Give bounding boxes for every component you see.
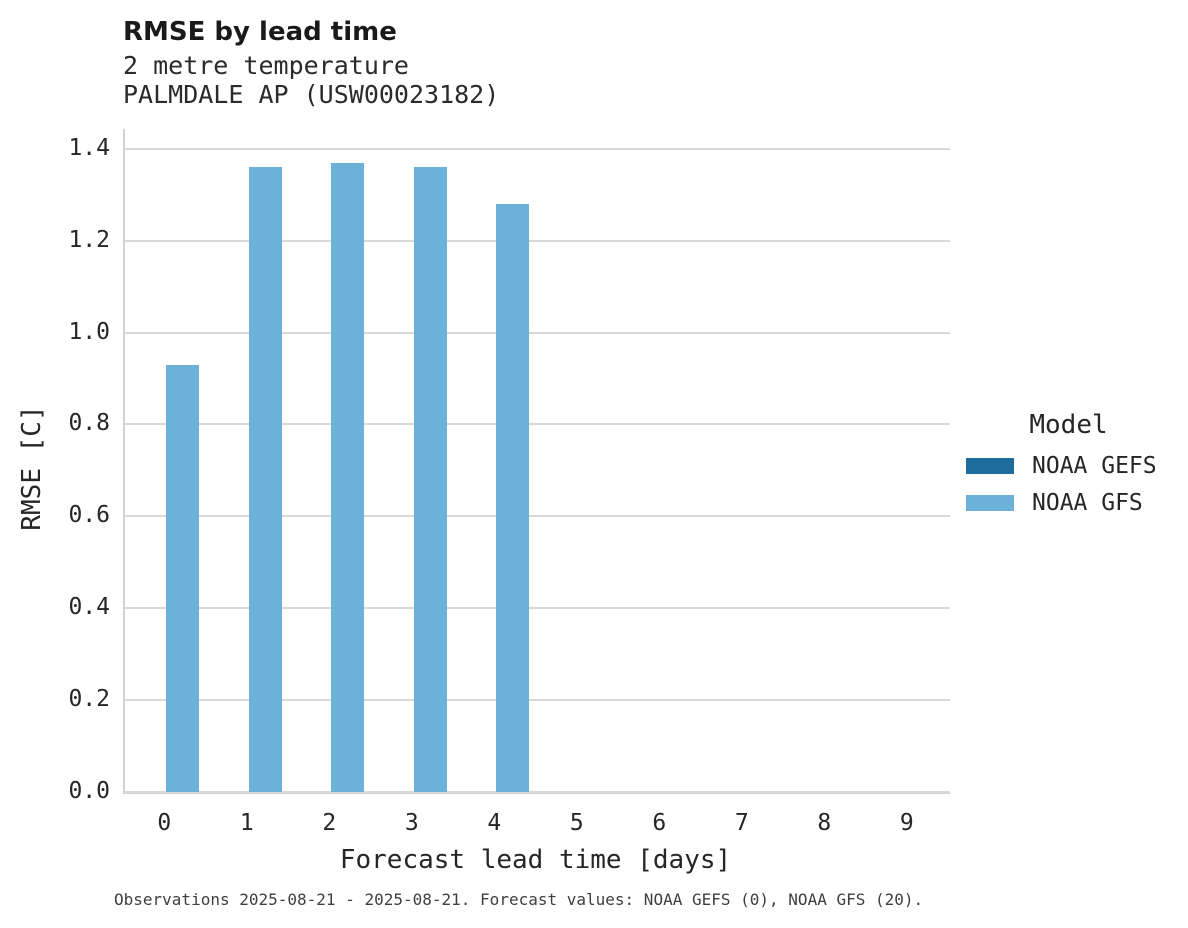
y-tick-label-0.2: 0.2	[68, 686, 110, 713]
x-tick-label-3: 3	[404, 810, 419, 836]
x-tick-label-2: 2	[322, 810, 337, 836]
y-tick-label-0.6: 0.6	[68, 502, 110, 529]
x-tick-label-1: 1	[239, 810, 254, 836]
x-tick-label-5: 5	[569, 810, 584, 836]
gridline-y-1.4	[125, 147, 950, 150]
gridline-y-0.8	[125, 423, 950, 426]
y-tick-label-0.4: 0.4	[68, 594, 110, 621]
y-tick-label-0.0: 0.0	[68, 778, 110, 804]
gridline-y-0.4	[125, 607, 950, 610]
y-tick-label-0.8: 0.8	[68, 410, 110, 437]
bar-noaa-gfs-lead-1	[248, 167, 282, 792]
gridline-y-0.6	[125, 515, 950, 518]
bar-noaa-gfs-lead-0	[166, 364, 200, 792]
gridline-y-0.2	[125, 699, 950, 702]
legend-entry-noaa-gefs: NOAA GEFS	[956, 453, 1181, 479]
legend-label-noaa-gefs: NOAA GEFS	[1032, 453, 1157, 479]
gridline-y-0.0	[125, 791, 950, 793]
footer-caption: Observations 2025-08-21 - 2025-08-21. Fo…	[114, 890, 924, 909]
x-tick-label-0: 0	[157, 810, 172, 836]
plot-area	[123, 129, 950, 794]
gridline-y-1.0	[125, 331, 950, 334]
x-tick-label-7: 7	[734, 810, 749, 836]
y-tick-label-1.0: 1.0	[68, 318, 110, 345]
y-tick-label-1.2: 1.2	[68, 226, 110, 253]
chart-subtitle-station: PALMDALE AP (USW00023182)	[123, 80, 500, 109]
legend-swatch-noaa-gfs	[966, 495, 1014, 511]
chart-title: RMSE by lead time	[123, 17, 397, 47]
x-tick-label-4: 4	[487, 810, 502, 836]
legend-entry-noaa-gfs: NOAA GFS	[956, 490, 1181, 516]
gridline-y-1.2	[125, 239, 950, 242]
legend-label-noaa-gfs: NOAA GFS	[1032, 490, 1143, 516]
chart-subtitle-variable: 2 metre temperature	[123, 51, 409, 80]
legend-title: Model	[1029, 410, 1108, 440]
x-tick-label-9: 9	[899, 810, 914, 836]
x-axis-label: Forecast lead time [days]	[339, 845, 732, 875]
y-tick-label-1.4: 1.4	[68, 134, 110, 161]
x-tick-label-8: 8	[817, 810, 832, 836]
bar-noaa-gfs-lead-4	[496, 203, 530, 792]
bar-noaa-gfs-lead-3	[413, 167, 447, 792]
bar-noaa-gfs-lead-2	[331, 162, 365, 792]
x-tick-label-6: 6	[652, 810, 667, 836]
legend-swatch-noaa-gefs	[966, 458, 1014, 474]
legend: Model NOAA GEFS NOAA GFS	[956, 410, 1181, 528]
